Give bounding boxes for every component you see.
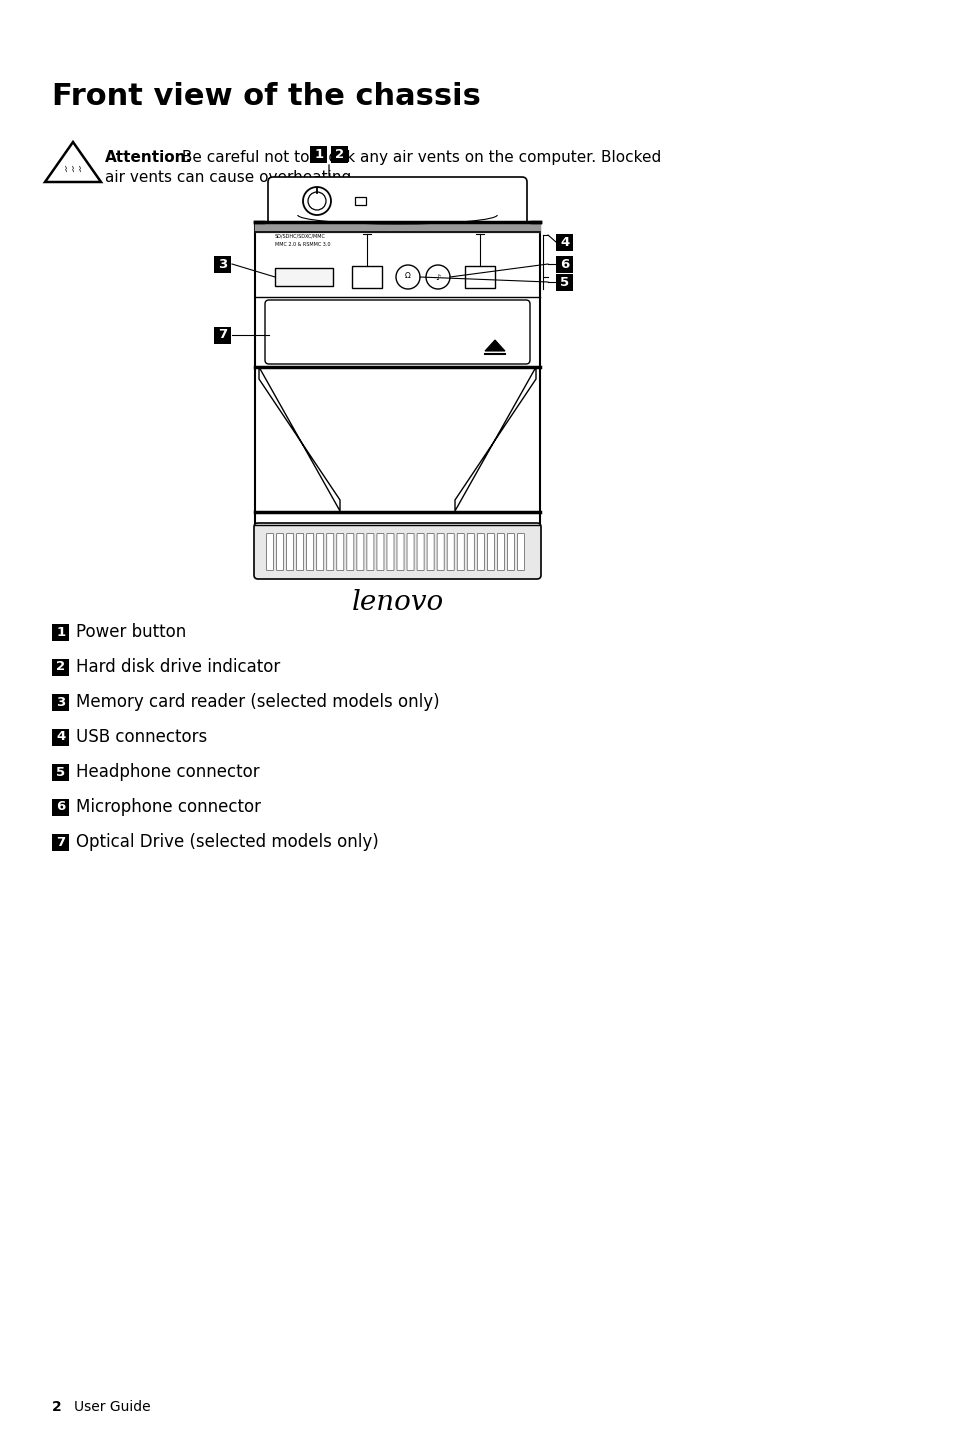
Text: 3: 3 [218,257,228,270]
Text: 7: 7 [56,835,66,848]
FancyBboxPatch shape [436,533,444,571]
FancyBboxPatch shape [268,177,526,225]
Text: MMC 2.0 & RSMMC 3.0: MMC 2.0 & RSMMC 3.0 [274,242,330,247]
Polygon shape [254,222,539,232]
FancyBboxPatch shape [427,533,434,571]
Text: 6: 6 [559,257,569,270]
Bar [556,273,573,290]
Bar [52,623,70,640]
Text: 2: 2 [56,661,66,674]
FancyBboxPatch shape [336,533,343,571]
FancyBboxPatch shape [316,533,323,571]
Text: Power button: Power button [76,623,186,640]
FancyBboxPatch shape [356,533,363,571]
FancyBboxPatch shape [487,533,494,571]
FancyBboxPatch shape [456,533,464,571]
Text: Microphone connector: Microphone connector [76,799,261,816]
FancyBboxPatch shape [416,533,424,571]
Text: 1: 1 [314,148,323,161]
Bar [52,833,70,851]
FancyBboxPatch shape [407,533,414,571]
FancyBboxPatch shape [517,533,524,571]
Text: Optical Drive (selected models only): Optical Drive (selected models only) [76,833,378,851]
FancyBboxPatch shape [296,533,303,571]
Bar [355,197,366,205]
Polygon shape [484,340,504,351]
FancyBboxPatch shape [326,533,334,571]
Text: 5: 5 [559,276,569,289]
Text: ♪: ♪ [435,273,440,282]
Text: 7: 7 [218,328,228,341]
Text: 6: 6 [56,800,66,813]
FancyBboxPatch shape [387,533,394,571]
Text: 3: 3 [56,696,66,709]
FancyBboxPatch shape [367,533,374,571]
Bar [556,256,573,273]
Text: SD/SDHC/SDXC/MMC: SD/SDHC/SDXC/MMC [274,234,326,240]
FancyBboxPatch shape [396,533,404,571]
FancyBboxPatch shape [376,533,383,571]
Bar [464,266,495,287]
Bar [331,145,348,163]
Text: Ω: Ω [405,270,411,279]
Text: ⌇: ⌇ [64,166,68,174]
Bar [52,799,70,816]
Bar [52,694,70,710]
FancyBboxPatch shape [306,533,314,571]
Text: 5: 5 [56,765,66,778]
Text: User Guide: User Guide [74,1400,151,1414]
Bar [254,222,539,576]
Bar [214,327,232,344]
FancyBboxPatch shape [447,533,454,571]
Bar [52,764,70,781]
Text: ⌇: ⌇ [78,166,82,174]
FancyBboxPatch shape [266,533,274,571]
FancyBboxPatch shape [265,301,530,364]
Bar [556,234,573,251]
Text: air vents can cause overheating.: air vents can cause overheating. [105,170,355,184]
Bar [274,269,333,286]
FancyBboxPatch shape [253,523,540,579]
Text: Be careful not to block any air vents on the computer. Blocked: Be careful not to block any air vents on… [177,150,660,166]
Text: 1: 1 [56,626,66,639]
Text: Memory card reader (selected models only): Memory card reader (selected models only… [76,693,439,711]
Text: 2: 2 [52,1400,62,1414]
Text: Attention:: Attention: [105,150,193,166]
Bar [214,256,232,273]
FancyBboxPatch shape [467,533,474,571]
Text: Front view of the chassis: Front view of the chassis [52,81,480,110]
FancyBboxPatch shape [347,533,354,571]
Text: 2: 2 [335,148,344,161]
Text: Headphone connector: Headphone connector [76,762,259,781]
Text: USB connectors: USB connectors [76,727,207,746]
FancyBboxPatch shape [276,533,283,571]
Text: 4: 4 [559,235,569,248]
FancyBboxPatch shape [497,533,504,571]
Bar [352,266,381,287]
Text: ⌇: ⌇ [71,166,75,174]
Text: lenovo: lenovo [351,588,443,616]
FancyBboxPatch shape [286,533,294,571]
Bar [310,145,327,163]
Text: Hard disk drive indicator: Hard disk drive indicator [76,658,280,677]
Bar [52,659,70,675]
Text: 4: 4 [56,730,66,743]
Bar [52,729,70,745]
FancyBboxPatch shape [476,533,484,571]
FancyBboxPatch shape [507,533,514,571]
